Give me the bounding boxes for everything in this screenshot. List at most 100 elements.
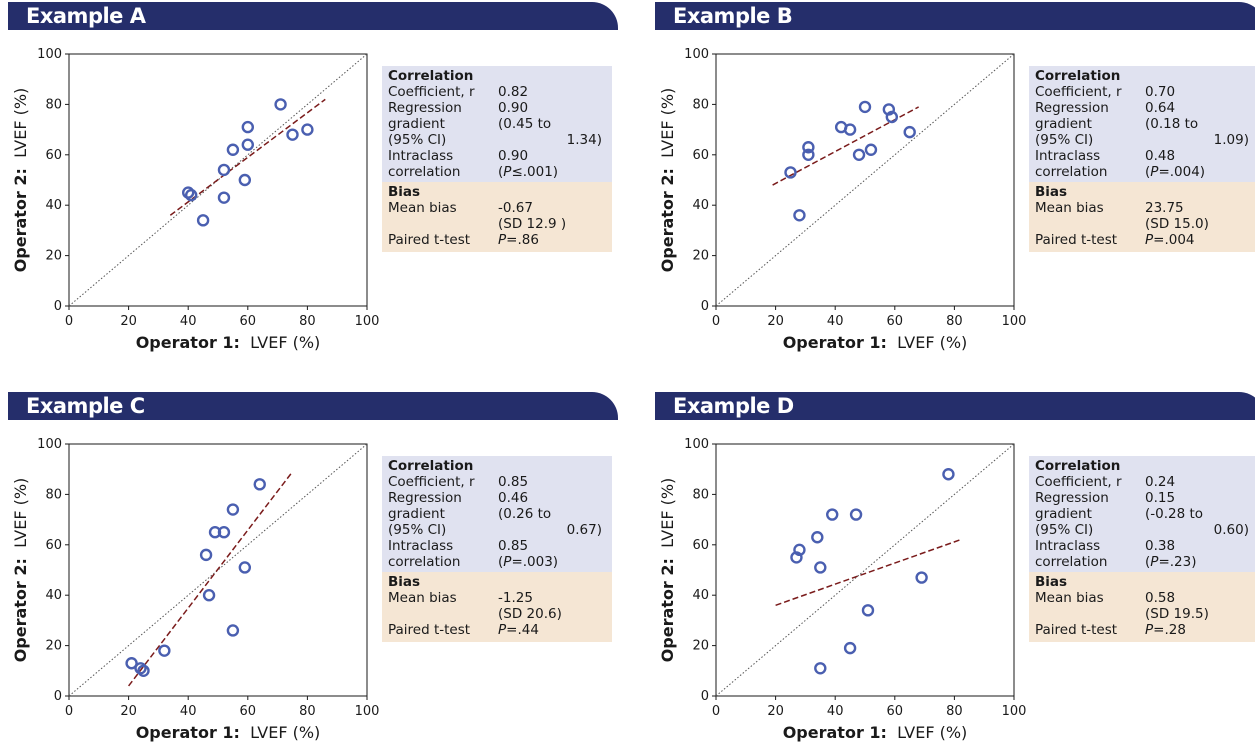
paired-t-value: P=.86 bbox=[498, 232, 539, 248]
bias-heading: Bias bbox=[388, 184, 421, 200]
x-tick-label: 100 bbox=[1002, 704, 1027, 719]
regression-value: 0.46 (0.26 to 0.67) bbox=[498, 490, 602, 538]
x-tick-label: 40 bbox=[180, 704, 197, 719]
y-tick-label: 0 bbox=[54, 299, 62, 314]
mean-bias-label: Mean bias bbox=[388, 200, 457, 216]
mean-bias-label: Mean bias bbox=[388, 590, 457, 606]
data-point bbox=[843, 641, 857, 655]
regression-value: 0.90 (0.45 to 1.34) bbox=[498, 100, 602, 148]
plot-frame bbox=[68, 443, 368, 697]
stats-table-b: Correlation Coefficient, r 0.70 Regressio… bbox=[1029, 66, 1255, 252]
data-point bbox=[802, 141, 815, 154]
data-point bbox=[864, 143, 878, 156]
data-point bbox=[826, 508, 839, 521]
panel-d: Example D 0 20 40 60 80 100 0 20 40 60 80 100 Operat… bbox=[655, 392, 1255, 752]
panel-header: Example B bbox=[655, 2, 1255, 30]
correlation-section: Correlation Coefficient, r 0.24 Regressio… bbox=[1029, 456, 1255, 572]
data-point bbox=[226, 624, 240, 637]
panel-title: Example B bbox=[673, 4, 793, 28]
intraclass-value: 0.90 (P≤.001) bbox=[498, 148, 559, 180]
data-point bbox=[241, 120, 255, 134]
x-tick-label: 40 bbox=[827, 314, 844, 329]
data-point bbox=[238, 561, 252, 574]
y-tick-label: 100 bbox=[684, 437, 709, 452]
regression-label: Regression gradient (95% CI) bbox=[1035, 490, 1109, 538]
y-tick-label: 20 bbox=[692, 639, 709, 654]
x-tick-label: 100 bbox=[355, 704, 380, 719]
data-point bbox=[802, 148, 815, 162]
coefficient-label: Coefficient, r bbox=[1035, 474, 1122, 490]
panel-c: Example C 0 20 40 60 80 100 0 20 40 60 80 100 Operat… bbox=[8, 392, 618, 752]
y-tick-label: 80 bbox=[45, 487, 62, 502]
y-tick-label: 60 bbox=[45, 148, 62, 163]
y-axis-title: Operator 2: LVEF (%) bbox=[11, 478, 30, 663]
x-tick-label: 20 bbox=[767, 314, 784, 329]
regression-line bbox=[128, 471, 294, 687]
x-tick-label: 80 bbox=[946, 314, 963, 329]
mean-bias-value: 23.75 (SD 15.0) bbox=[1145, 200, 1209, 232]
data-point bbox=[882, 103, 896, 116]
panel-title: Example A bbox=[26, 4, 146, 28]
paired-t-value: P=.28 bbox=[1145, 622, 1186, 638]
plot-frame bbox=[715, 443, 1015, 697]
x-tick-label: 60 bbox=[240, 704, 257, 719]
data-point bbox=[793, 543, 806, 557]
data-point bbox=[196, 214, 210, 227]
data-point bbox=[238, 173, 252, 187]
data-point bbox=[202, 588, 216, 602]
intraclass-value: 0.85 (P=.003) bbox=[498, 538, 559, 570]
y-tick-label: 40 bbox=[45, 588, 62, 603]
data-point bbox=[814, 561, 827, 574]
paired-t-label: Paired t-test bbox=[1035, 232, 1118, 248]
y-tick-label: 20 bbox=[692, 249, 709, 264]
coefficient-label: Coefficient, r bbox=[1035, 84, 1122, 100]
bias-section: Bias Mean bias -0.67 (SD 12.9 ) Paired t-… bbox=[382, 182, 612, 252]
data-point bbox=[199, 548, 213, 562]
x-tick-label: 0 bbox=[712, 704, 720, 719]
regression-label: Regression gradient (95% CI) bbox=[1035, 100, 1109, 148]
x-tick-label: 60 bbox=[240, 314, 257, 329]
data-point bbox=[137, 664, 150, 678]
mean-bias-value: 0.58 (SD 19.5) bbox=[1145, 590, 1209, 622]
regression-label: Regression gradient (95% CI) bbox=[388, 490, 462, 538]
mean-bias-value: -1.25 (SD 20.6) bbox=[498, 590, 562, 622]
x-axis-title: Operator 1: LVEF (%) bbox=[783, 333, 968, 352]
data-point bbox=[226, 143, 240, 156]
regression-line bbox=[169, 98, 326, 216]
x-tick-label: 20 bbox=[120, 314, 137, 329]
data-point bbox=[184, 188, 198, 202]
scatter-plot-b: 0 20 40 60 80 100 0 20 40 60 80 100 Operator 1: LVEF… bbox=[658, 47, 1026, 352]
intraclass-value: 0.38 (P=.23) bbox=[1145, 538, 1197, 570]
correlation-section: Correlation Coefficient, r 0.82 Regressio… bbox=[382, 66, 612, 182]
y-tick-label: 80 bbox=[45, 97, 62, 112]
x-tick-label: 20 bbox=[767, 704, 784, 719]
y-tick-label: 80 bbox=[692, 487, 709, 502]
y-axis-title: Operator 2: LVEF (%) bbox=[11, 88, 30, 273]
plot-frame bbox=[715, 53, 1015, 307]
x-tick-label: 80 bbox=[299, 704, 316, 719]
mean-bias-value: -0.67 (SD 12.9 ) bbox=[498, 200, 567, 232]
intraclass-label: Intraclass correlation bbox=[388, 148, 461, 180]
identity-line bbox=[715, 443, 1015, 697]
data-point bbox=[253, 478, 266, 491]
regression-label: Regression gradient (95% CI) bbox=[388, 100, 462, 148]
coefficient-label: Coefficient, r bbox=[388, 84, 475, 100]
bias-section: Bias Mean bias -1.25 (SD 20.6) Paired t-t… bbox=[382, 572, 612, 642]
plot-frame bbox=[68, 53, 368, 307]
y-axis-title: Operator 2: LVEF (%) bbox=[658, 478, 677, 663]
x-tick-label: 40 bbox=[180, 314, 197, 329]
scatter-plot-d: 0 20 40 60 80 100 0 20 40 60 80 100 Operator 1: LVEF… bbox=[658, 437, 1027, 742]
intraclass-value: 0.48 (P=.004) bbox=[1145, 148, 1206, 180]
identity-line bbox=[715, 53, 1015, 307]
stats-table-a: Correlation Coefficient, r 0.82 Regressio… bbox=[382, 66, 612, 252]
correlation-heading: Correlation bbox=[1035, 68, 1121, 84]
regression-value: 0.64 (0.18 to 1.09) bbox=[1145, 100, 1249, 148]
x-axis-title: Operator 1: LVEF (%) bbox=[136, 723, 321, 742]
data-point bbox=[858, 100, 872, 114]
correlation-section: Correlation Coefficient, r 0.85 Regressio… bbox=[382, 456, 612, 572]
panel-header: Example C bbox=[8, 392, 618, 420]
scatter-plot-a: 0 20 40 60 80 100 0 20 40 60 80 100 Operator 1: LVEF… bbox=[11, 47, 379, 352]
scatter-plot-c: 0 20 40 60 80 100 0 20 40 60 80 100 Operator 1: LVEF… bbox=[11, 437, 380, 742]
data-point bbox=[793, 209, 806, 222]
intraclass-label: Intraclass correlation bbox=[388, 538, 461, 570]
